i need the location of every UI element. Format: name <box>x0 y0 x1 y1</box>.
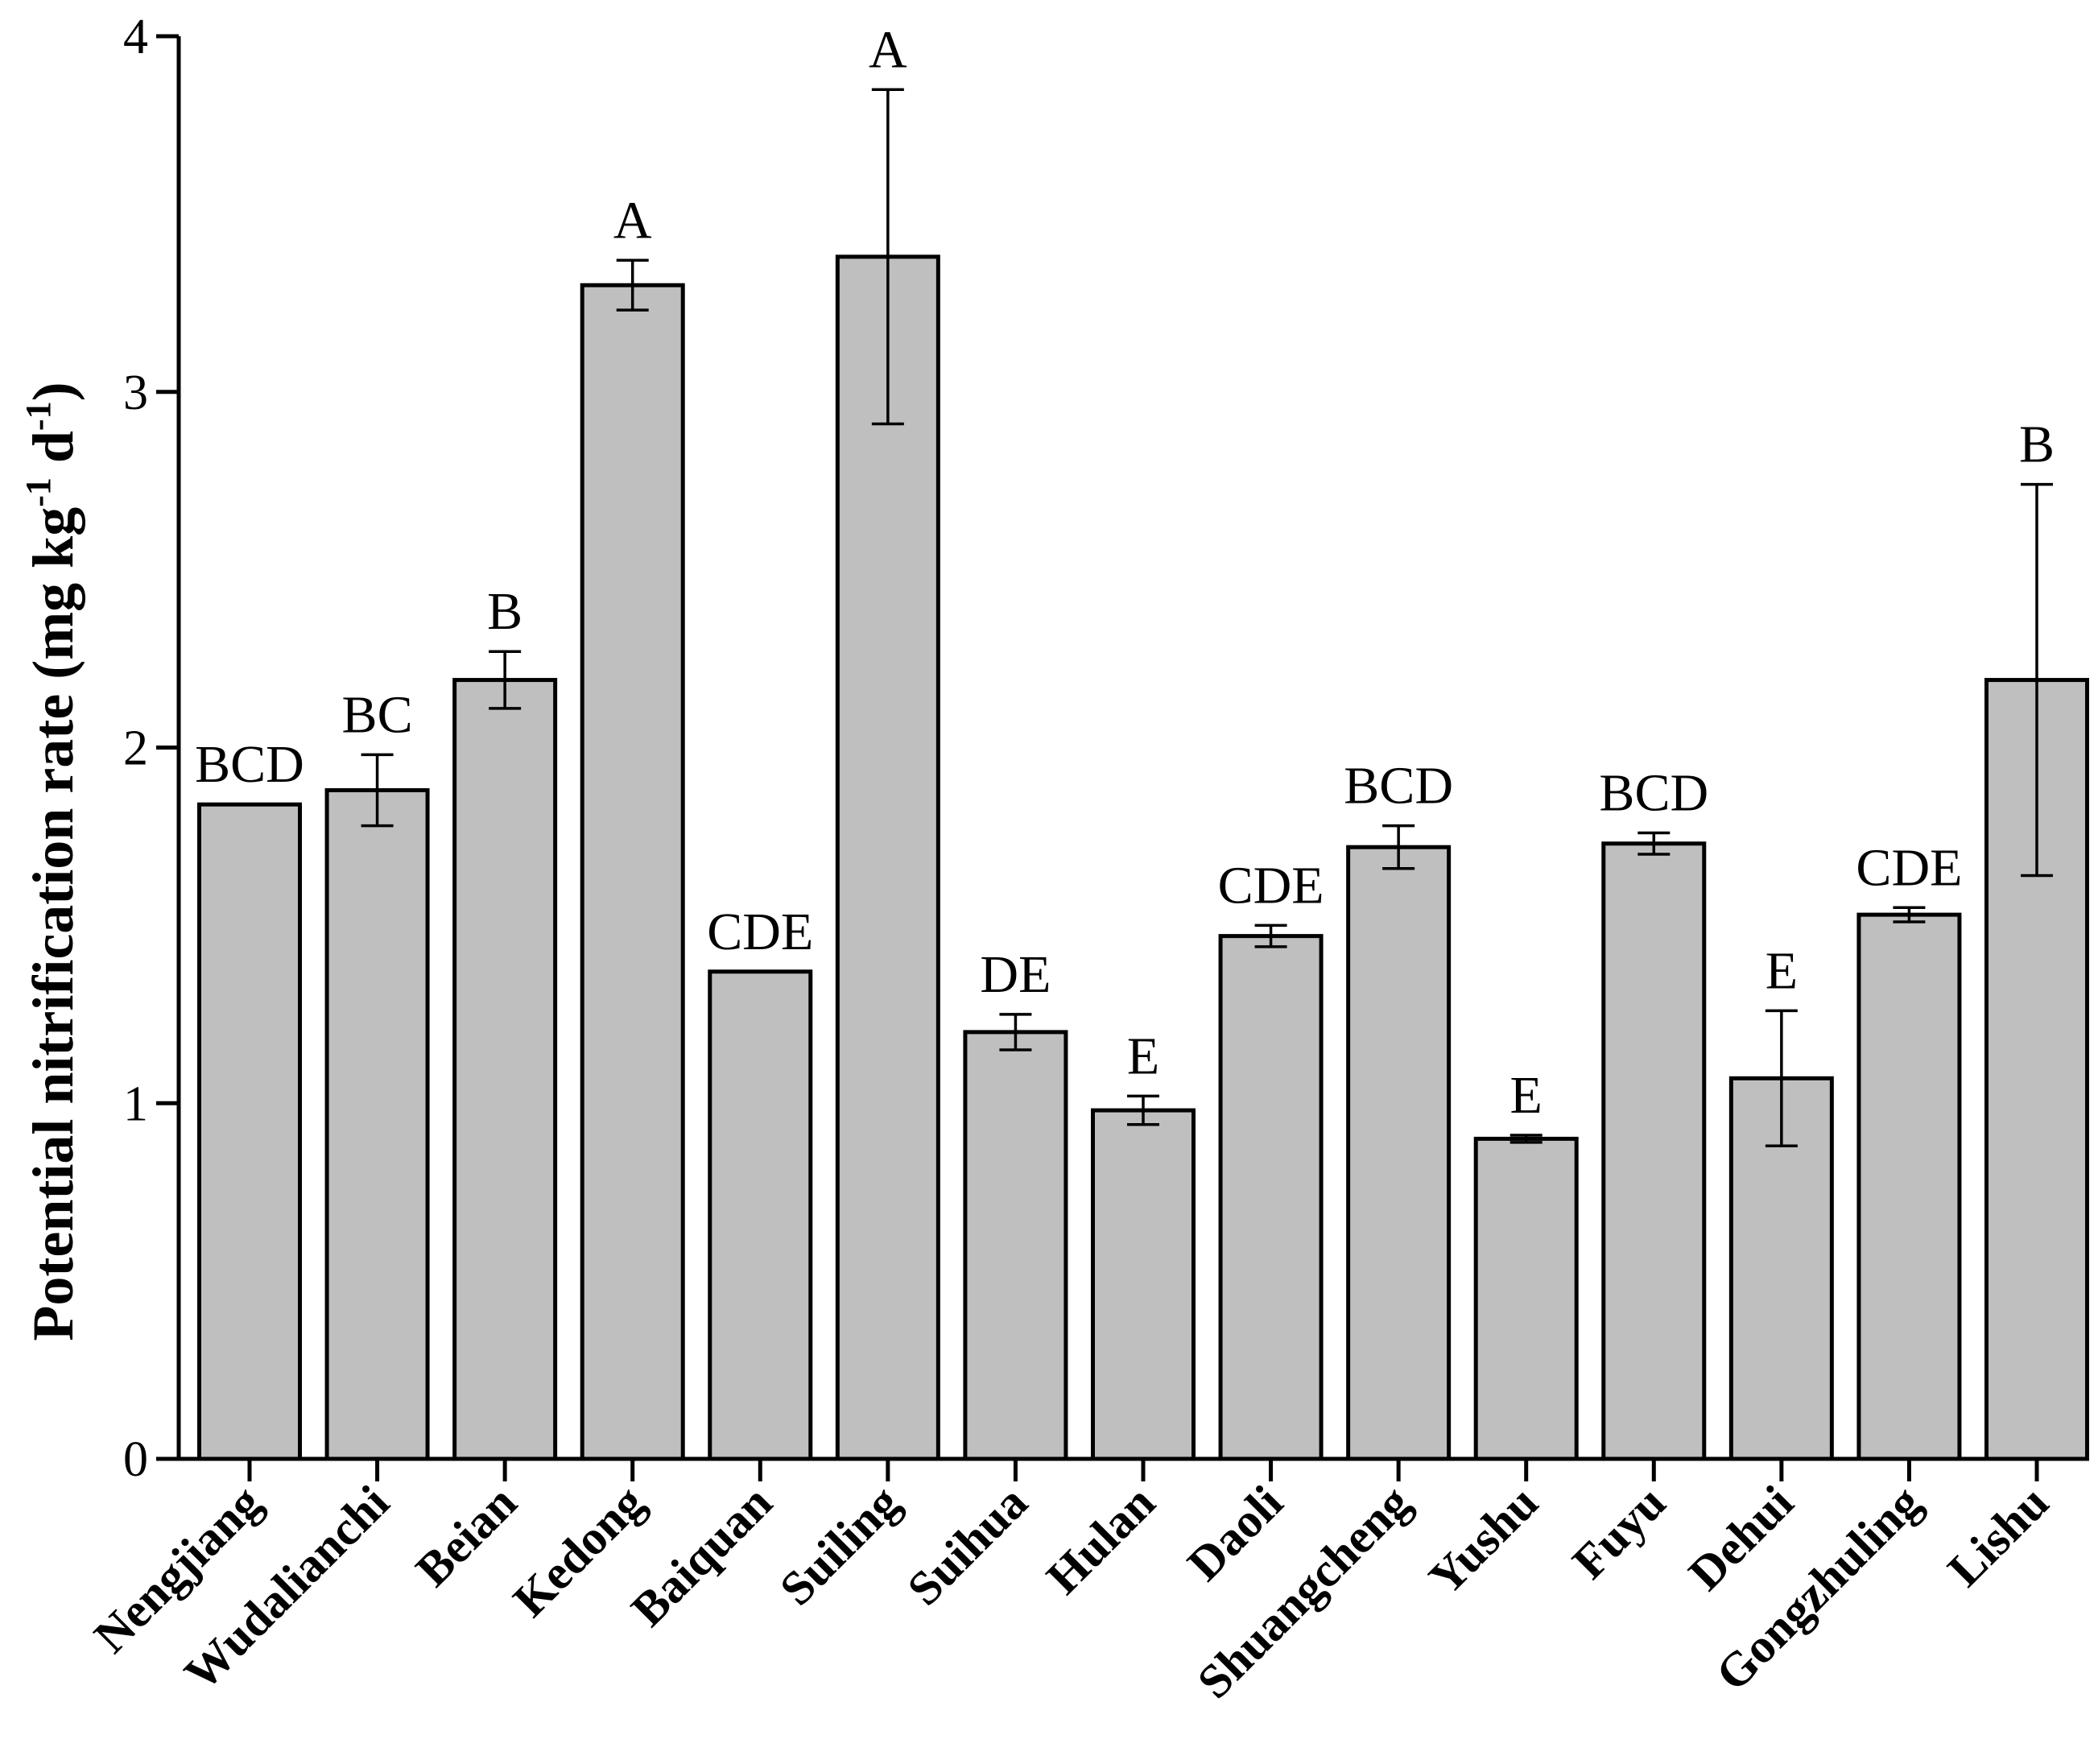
bar-fuyu <box>1601 841 1707 1461</box>
x-tick-label: Lishu <box>1938 1476 2059 1597</box>
y-axis-label-sup1: -1 <box>19 477 58 507</box>
bar-gongzhuling <box>1856 912 1962 1461</box>
x-tick-label: Suiling <box>770 1476 910 1616</box>
significance-label: DE <box>980 945 1051 1004</box>
significance-label: BC <box>342 685 413 744</box>
error-bar-suiling <box>871 88 904 426</box>
svg-text:Potential nitrification rate (: Potential nitrification rate (mg kg-1 d-… <box>19 382 85 1341</box>
x-tick-label: Daoli <box>1177 1476 1292 1591</box>
bar-suihua <box>963 1030 1068 1461</box>
bar-kedong <box>580 283 685 1461</box>
x-tick-label: Hulan <box>1036 1476 1165 1605</box>
bar-hulan <box>1091 1108 1196 1461</box>
bar-beian <box>452 678 558 1461</box>
bars-group <box>197 254 2089 1461</box>
error-bar-daoli <box>1254 923 1287 948</box>
significance-label: B <box>2019 415 2055 474</box>
significance-label: CDE <box>1856 838 1962 897</box>
error-bar-shuangcheng <box>1382 824 1415 870</box>
bar-shuangcheng <box>1346 845 1452 1461</box>
error-bar-dehui <box>1765 1009 1798 1148</box>
bar-daoli <box>1218 934 1324 1461</box>
significance-label: BCD <box>1344 757 1453 816</box>
y-axis-label-sup2: -1 <box>19 401 58 431</box>
bar-nengjiang <box>197 802 302 1461</box>
y-axis-label: Potential nitrification rate (mg kg-1 d-… <box>19 382 85 1341</box>
error-bar-wudalianchi <box>361 753 394 828</box>
y-tick-label: 4 <box>123 10 148 64</box>
bar-wudalianchi <box>324 788 430 1461</box>
significance-label: E <box>1510 1066 1543 1125</box>
error-bar-gongzhuling <box>1893 906 1926 923</box>
significance-label: BCD <box>195 735 304 794</box>
error-bar-fuyu <box>1638 831 1671 856</box>
y-tick-label: 0 <box>123 1432 148 1487</box>
x-tick-label: Baiquan <box>622 1476 783 1637</box>
bar-baiquan <box>708 969 813 1461</box>
significance-label: A <box>613 191 652 250</box>
error-bar-beian <box>489 650 522 710</box>
error-bar-lishu <box>2021 482 2053 878</box>
y-tick-label: 1 <box>123 1076 148 1131</box>
x-tick-label: Beian <box>406 1476 527 1597</box>
y-axis-label-end: ) <box>21 382 85 401</box>
y-axis-label-main: Potential nitrification rate (mg kg <box>21 507 85 1341</box>
significance-labels-group: BCD BC B A CDE A DE E CDE BCD E BCD E CDE B <box>195 20 2055 1125</box>
error-bar-kedong <box>616 258 649 312</box>
error-bar-suihua <box>999 1013 1032 1051</box>
x-tick-label: Dehui <box>1679 1476 1803 1601</box>
y-axis: 0 1 2 3 4 <box>123 10 181 1487</box>
bar-suiling <box>835 254 940 1461</box>
y-axis-label-mid: d <box>21 431 85 477</box>
error-bars-group <box>233 88 2053 1148</box>
significance-label: CDE <box>1218 856 1324 915</box>
significance-label: E <box>1766 941 1798 1000</box>
x-tick-label: Fuyu <box>1562 1476 1675 1589</box>
error-bar-hulan <box>1127 1094 1159 1126</box>
y-tick-label: 2 <box>123 721 148 776</box>
significance-label: BCD <box>1599 764 1708 823</box>
significance-label: E <box>1127 1027 1159 1085</box>
error-bar-yushu <box>1509 1134 1543 1144</box>
x-tick-label: Suihua <box>898 1476 1038 1616</box>
significance-label: CDE <box>707 903 813 961</box>
significance-label: A <box>869 20 907 79</box>
y-tick-label: 3 <box>123 366 148 420</box>
bar-yushu <box>1473 1136 1579 1461</box>
significance-label: B <box>487 582 522 641</box>
x-tick-label: Yushu <box>1419 1476 1548 1605</box>
